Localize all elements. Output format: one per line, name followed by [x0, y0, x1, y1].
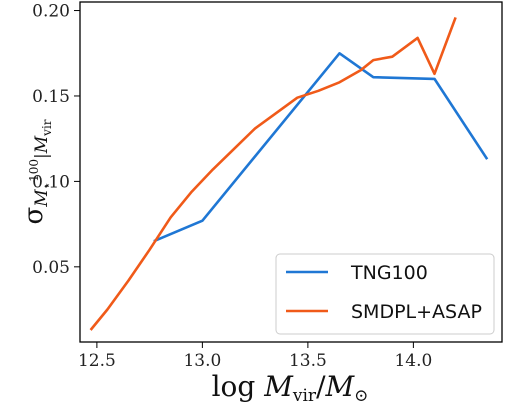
x-tick-label: 14.0	[394, 351, 432, 371]
plot-area	[89, 16, 489, 331]
legend: TNG100 SMDPL+ASAP	[275, 253, 495, 335]
x-tick-label: 13.5	[289, 351, 327, 371]
axes-frame	[79, 1, 503, 343]
legend-box	[275, 253, 495, 335]
legend-label-tng100: TNG100	[350, 262, 428, 284]
legend-label-smdpl-asap: SMDPL+ASAP	[351, 301, 482, 323]
axis-ticks: 12.5 13.0 13.5 14.0 0.05 0.10 0.15 0.20	[32, 2, 432, 371]
y-tick-label: 0.05	[32, 258, 70, 278]
series-line-smdpl-asap	[89, 16, 457, 331]
y-axis-label: σM⋆100|Mvir	[19, 119, 54, 224]
series-line-tng100	[153, 51, 489, 243]
x-tick-label: 12.5	[78, 351, 116, 371]
x-tick-label: 13.0	[183, 351, 221, 371]
y-tick-label: 0.10	[32, 172, 70, 192]
x-axis-label: log Mvir/M⊙	[212, 370, 369, 404]
y-tick-label: 0.20	[32, 2, 70, 22]
y-tick-label: 0.15	[32, 87, 70, 107]
